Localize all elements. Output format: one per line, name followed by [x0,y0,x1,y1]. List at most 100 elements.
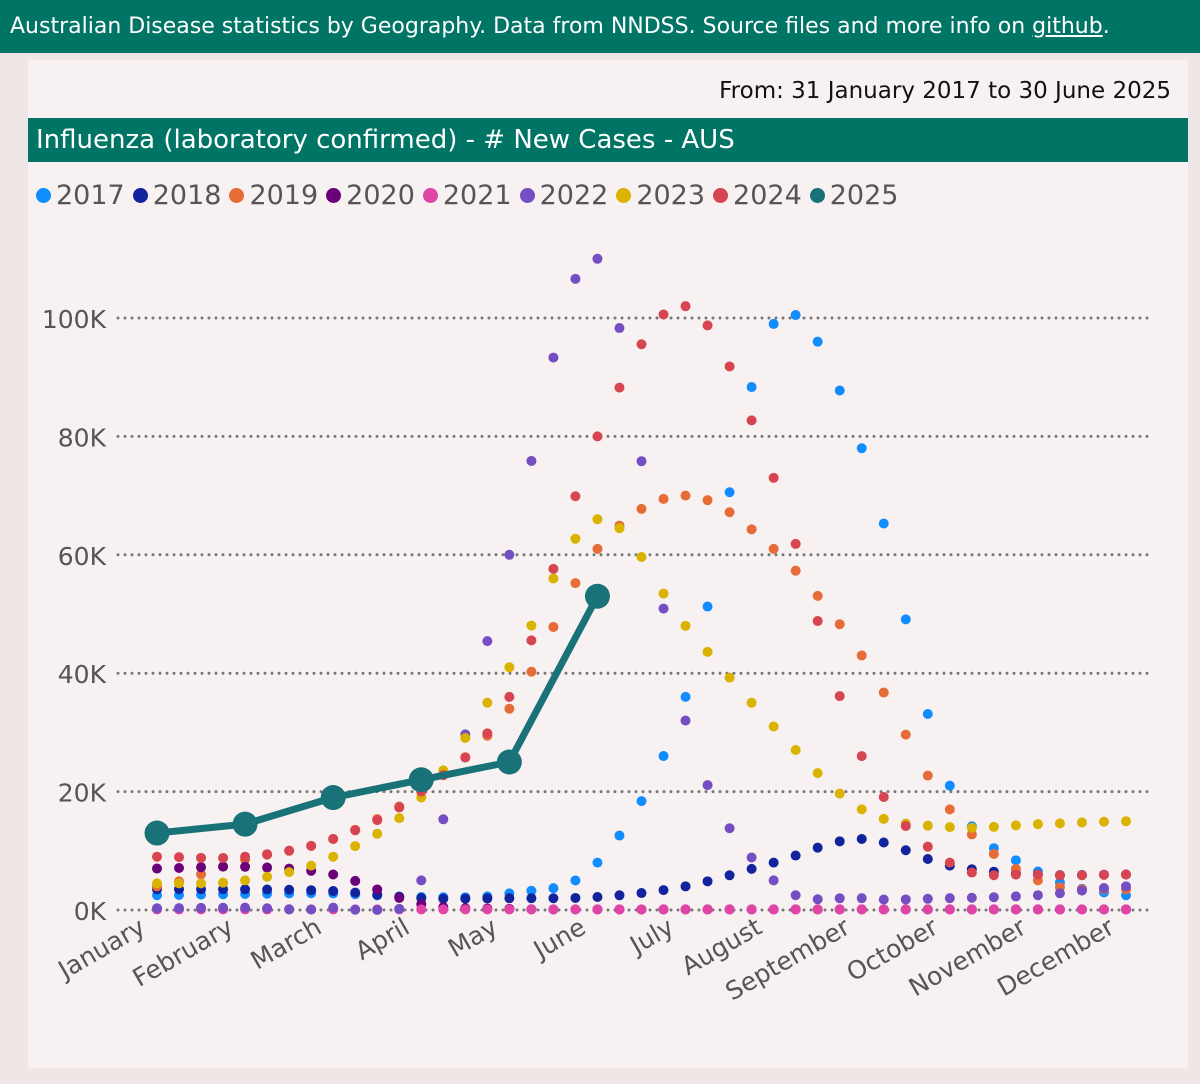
series-dot [790,310,801,321]
series-dot [504,893,515,904]
series-dot [1032,819,1043,830]
series-dot [702,320,713,331]
legend-label: 2017 [56,179,125,211]
series-dot [1121,816,1131,827]
series-dot [350,887,361,898]
series-dot [944,857,955,868]
series-dot [790,565,801,576]
series-dot [1098,883,1109,894]
series-dot [834,619,845,630]
series-dot [570,491,581,502]
legend-swatch [326,187,342,203]
series-dot [1076,885,1087,896]
series-dot [702,646,713,657]
series-dot [350,841,361,852]
series-dot [614,323,625,334]
series-dot [328,886,339,897]
series-dot [1121,881,1131,892]
series-dot [460,893,471,904]
series-dot [636,456,647,467]
series-dot [790,850,801,861]
series-dot [328,851,339,862]
series-dot [724,870,735,881]
series-dot [658,885,669,896]
series-dot [614,830,625,841]
series-dot [790,890,801,901]
date-range-label: From: 31 January 2017 to 30 June 2025 [719,78,1171,104]
legend-item-2025[interactable]: 2025 [809,179,899,211]
series-dot [614,382,625,393]
legend-label: 2020 [346,179,415,211]
legend-swatch [616,187,632,203]
series-dot [548,893,559,904]
series-dot [1054,904,1065,915]
series-dot [768,904,779,915]
series-dot [614,890,625,901]
series-dot [240,884,251,895]
data-point [144,820,170,846]
series-dot [372,884,383,895]
series-dot [174,863,185,874]
series-dot [922,841,933,852]
series-dot [856,893,867,904]
series-dot [196,852,207,863]
series-dot [680,904,691,915]
series-dot [372,905,383,915]
series-dot [834,893,845,904]
header-banner: Australian Disease statistics by Geograp… [0,0,1200,53]
legend-item-2024[interactable]: 2024 [713,180,802,211]
series-dot [658,751,669,762]
series-dot [768,875,779,886]
header-period: . [1102,14,1110,39]
series-dot [856,751,867,762]
series-2024 [152,301,1131,881]
series-dot [196,869,207,880]
legend-label: 2021 [442,179,512,211]
data-point [320,785,346,811]
series-dot [262,849,273,860]
legend-label: 2025 [829,179,899,211]
series-dot [746,524,757,535]
series-dot [262,862,273,873]
series-dot [460,752,471,763]
legend-item-2017[interactable]: 2017 [36,180,125,211]
series-dot [504,691,515,702]
github-link[interactable]: github [1032,14,1103,39]
series-dot [526,893,537,904]
legend-item-2018[interactable]: 2018 [132,180,221,211]
legend-item-2019[interactable]: 2019 [229,180,318,211]
series-dot [1098,816,1109,827]
series-dot [900,821,911,832]
series-dot [944,904,955,915]
series-dot [812,768,823,779]
series-dot [350,875,361,886]
series-dot [526,885,537,896]
data-point [232,811,258,837]
series-dot [570,533,581,544]
series-dot [878,904,889,915]
series-dot [812,616,823,627]
series-dot [526,455,537,466]
legend-item-2021[interactable]: 2021 [422,179,512,211]
legend-item-2022[interactable]: 2022 [519,180,608,211]
series-dot [900,845,911,856]
series-dot [548,621,559,632]
series-dot [1121,869,1131,880]
series-dot [746,852,757,863]
legend-item-2020[interactable]: 2020 [326,180,415,211]
series-dot [438,893,449,904]
series-dot [504,662,515,673]
series-dot [834,836,845,847]
series-dot [878,792,889,803]
series-dot [262,884,273,895]
series-dot [878,894,889,905]
series-dot [504,549,515,560]
series-dot [196,878,207,889]
series-dot [1076,817,1087,828]
series-dot [878,518,889,529]
series-dot [218,877,229,888]
series-dot [966,892,977,903]
series-dot [592,891,603,902]
legend-label: 2024 [733,179,802,211]
legend-item-2023[interactable]: 2023 [616,180,705,211]
